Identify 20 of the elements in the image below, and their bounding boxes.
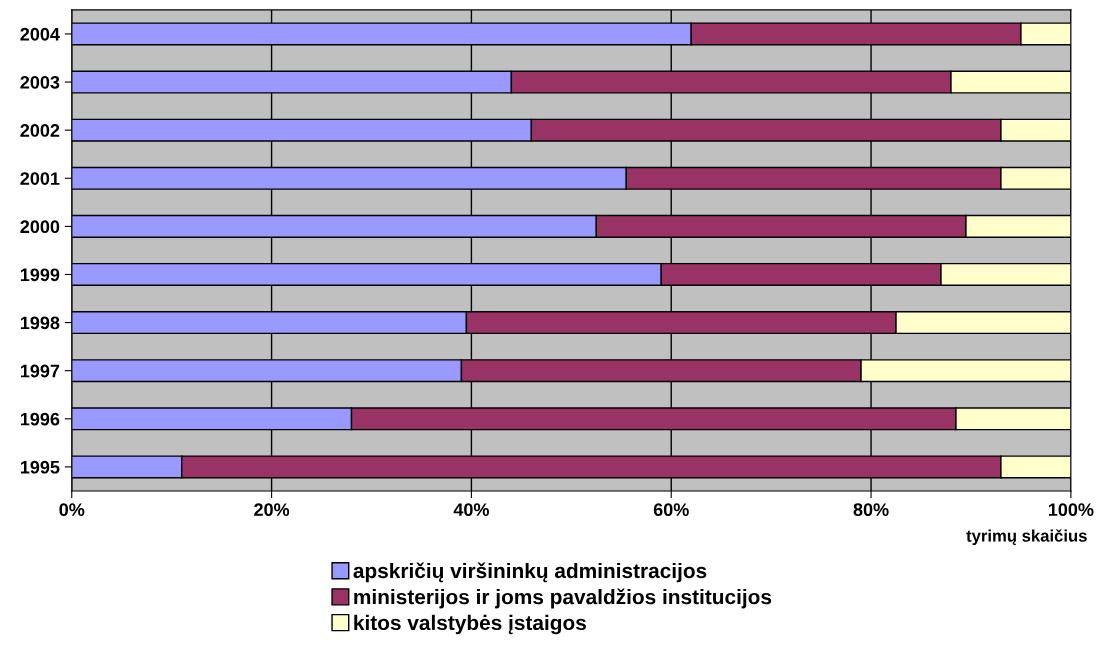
x-tick-label: 60% bbox=[653, 503, 689, 517]
y-tick-label: 2001 bbox=[20, 172, 60, 185]
y-tick-label: 1997 bbox=[20, 364, 60, 378]
y-tick-label: 1995 bbox=[20, 460, 60, 474]
x-tick-label: 20% bbox=[254, 503, 290, 517]
y-tick-label: 1999 bbox=[20, 268, 60, 282]
y-tick-label: 2003 bbox=[20, 75, 60, 89]
legend-label: kitos valstybės įstaigos bbox=[354, 614, 586, 635]
legend-label: apskričių viršininkų administracijos bbox=[353, 562, 707, 583]
legend-label: ministerijos ir joms pavaldžios institucijos bbox=[354, 588, 772, 609]
x-tick-label: 100% bbox=[1048, 503, 1094, 517]
y-tick-label: 2000 bbox=[20, 220, 60, 234]
x-tick-label: 40% bbox=[453, 503, 489, 517]
y-tick-label: 1998 bbox=[20, 316, 60, 330]
x-tick-label: 80% bbox=[853, 503, 889, 517]
y-tick-label: 1996 bbox=[20, 412, 60, 426]
y-tick-label: 2002 bbox=[20, 124, 60, 137]
y-tick-label: 2004 bbox=[20, 27, 60, 41]
x-tick-label: 0% bbox=[59, 503, 85, 517]
x-axis-title: tyrimų skaičius bbox=[966, 529, 1087, 546]
